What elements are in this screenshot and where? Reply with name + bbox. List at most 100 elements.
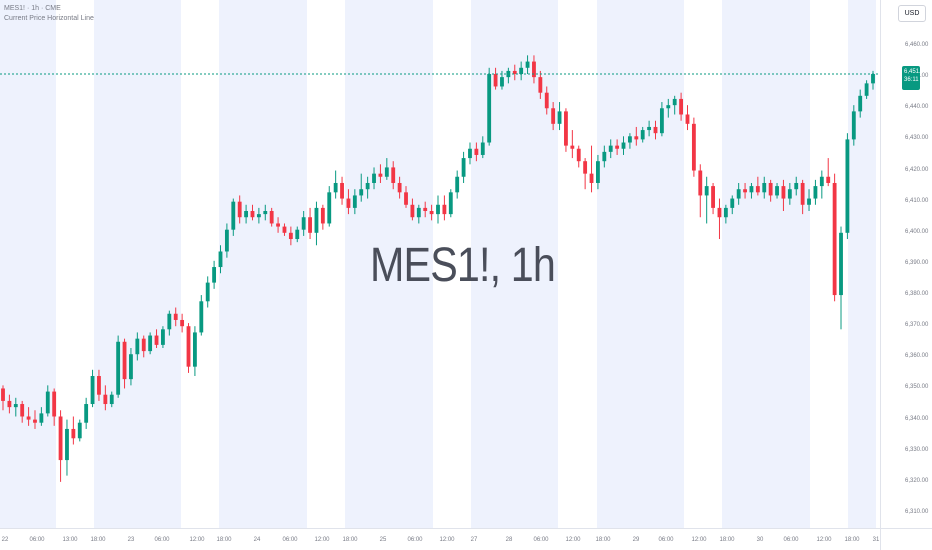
- time-tick-label: 28: [505, 537, 513, 543]
- price-tick-label: 6,390.00: [905, 259, 929, 266]
- candle: [97, 369, 101, 401]
- candle-body: [244, 211, 249, 218]
- candle-body: [512, 70, 517, 75]
- candle: [237, 195, 242, 224]
- candle-body: [845, 139, 850, 233]
- candle-body: [205, 282, 210, 302]
- time-tick-label: 18:00: [719, 537, 735, 543]
- candle: [679, 92, 684, 121]
- candle-body: [640, 130, 645, 140]
- price-tick-label: 6,420.00: [905, 166, 929, 173]
- candle: [212, 260, 217, 289]
- candle: [525, 55, 530, 75]
- candle-body: [122, 341, 127, 380]
- time-tick-label: 06:00: [407, 537, 423, 543]
- currency-button[interactable]: USD: [898, 5, 926, 22]
- candle-body: [327, 192, 332, 224]
- candle: [7, 394, 12, 414]
- candle: [199, 295, 204, 336]
- candle-body: [781, 186, 786, 199]
- time-tick-label: 22: [1, 537, 9, 543]
- candle: [410, 198, 415, 221]
- time-tick-label: 12:00: [314, 537, 330, 543]
- price-axis[interactable]: [880, 0, 932, 528]
- candle-body: [84, 404, 89, 423]
- candle: [442, 195, 447, 221]
- candle: [173, 307, 178, 327]
- candle-body: [468, 148, 472, 159]
- candle-body: [224, 229, 229, 252]
- candle: [564, 108, 568, 152]
- candle-body: [666, 105, 671, 109]
- candle: [378, 164, 383, 183]
- candle-body: [52, 391, 57, 417]
- candle-body: [730, 198, 735, 208]
- candle-body: [71, 428, 76, 439]
- candle: [653, 120, 658, 140]
- indicator-legend[interactable]: Current Price Horizontal Line: [4, 15, 94, 22]
- candle-body: [378, 173, 383, 177]
- candle: [116, 335, 121, 398]
- candle-body: [685, 114, 690, 124]
- candle: [129, 347, 133, 386]
- candle: [372, 167, 376, 190]
- candle-body: [135, 338, 140, 355]
- candle: [192, 326, 197, 377]
- candle: [487, 67, 492, 146]
- candle-body: [340, 182, 344, 199]
- candle: [346, 189, 351, 215]
- price-tick-label: 6,350.00: [905, 384, 929, 391]
- candle: [608, 139, 613, 159]
- candle: [576, 145, 581, 168]
- time-tick-label: 06:00: [783, 537, 799, 543]
- candle: [736, 182, 741, 205]
- session-band: [471, 0, 558, 528]
- candle-body: [199, 301, 204, 333]
- candle-body: [308, 217, 312, 233]
- candle: [455, 170, 460, 199]
- candle-body: [33, 419, 37, 423]
- candle: [333, 170, 338, 199]
- candle: [148, 332, 153, 355]
- candle: [858, 89, 863, 118]
- time-tick-label: 25: [379, 537, 387, 543]
- time-tick-label: 06:00: [29, 537, 45, 543]
- candle-body: [1, 388, 5, 401]
- candle: [263, 204, 268, 221]
- candle: [122, 338, 127, 389]
- time-tick-label: 12:00: [189, 537, 205, 543]
- symbol-legend[interactable]: MES1! · 1h · CME: [4, 5, 61, 12]
- candlestick-chart[interactable]: [0, 0, 880, 528]
- candle-body: [480, 142, 485, 155]
- session-band: [219, 0, 307, 528]
- candle-body: [365, 182, 370, 190]
- candle: [384, 158, 389, 180]
- candle-body: [672, 98, 677, 106]
- candle-body: [807, 198, 811, 205]
- candle: [71, 416, 76, 445]
- candle-body: [627, 136, 632, 143]
- candle-body: [826, 176, 831, 183]
- symbol-watermark: MES1!, 1h: [370, 239, 556, 292]
- time-tick-label: 06:00: [658, 537, 674, 543]
- chart-plot-area[interactable]: MES1! · 1h · CME Current Price Horizonta…: [0, 0, 880, 528]
- candle: [359, 173, 364, 202]
- candle-body: [423, 207, 428, 212]
- time-axis[interactable]: [0, 528, 880, 550]
- candle: [813, 179, 818, 205]
- candle: [423, 201, 428, 218]
- candle: [723, 204, 728, 224]
- candle: [743, 182, 747, 199]
- candle: [832, 173, 837, 302]
- candle: [589, 145, 594, 193]
- candle: [512, 64, 517, 81]
- candle-body: [659, 108, 664, 134]
- candle-body: [615, 145, 620, 149]
- candle-body: [314, 207, 319, 233]
- candle-body: [557, 111, 562, 124]
- candle-body: [532, 61, 536, 78]
- candle-body: [493, 74, 498, 87]
- candle: [288, 226, 293, 246]
- candle-body: [26, 416, 31, 420]
- candle-body: [819, 176, 824, 187]
